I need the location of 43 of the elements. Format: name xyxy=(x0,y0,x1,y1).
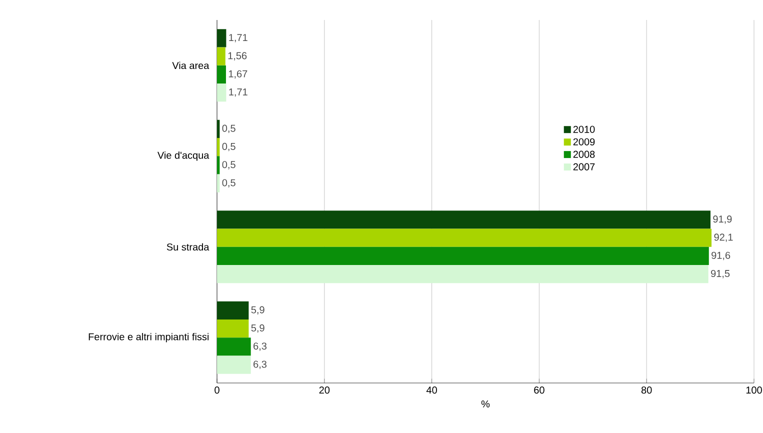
x-axis-title: % xyxy=(481,400,490,408)
data-label: 91,9 xyxy=(713,216,732,224)
data-label: 91,5 xyxy=(711,270,730,278)
data-label: 6,3 xyxy=(254,342,267,351)
legend-label: 2007 xyxy=(573,163,595,170)
x-tick-label: 80 xyxy=(641,386,652,394)
x-tick-label: 60 xyxy=(534,386,544,394)
data-label: 1,67 xyxy=(228,70,248,79)
legend-label: 2009 xyxy=(573,138,595,146)
y-tick-label: Via area xyxy=(172,62,210,70)
legend-label: 2010 xyxy=(573,126,595,133)
x-tick-label: 100 xyxy=(746,386,762,394)
y-tick-label: Su strada xyxy=(166,243,210,251)
bar xyxy=(217,84,226,102)
bar xyxy=(217,228,712,247)
data-label: 6,3 xyxy=(254,360,267,369)
bar xyxy=(217,210,710,229)
data-label: 5,9 xyxy=(251,306,264,315)
bar xyxy=(217,301,249,320)
bar xyxy=(217,356,251,374)
data-label: 92,1 xyxy=(714,234,733,242)
y-tick-label: Vie d'acqua xyxy=(157,151,210,161)
data-label: 1,71 xyxy=(229,34,248,42)
legend-label: 2008 xyxy=(573,150,595,158)
data-label: 5,9 xyxy=(251,324,264,333)
bar xyxy=(217,65,226,84)
data-label: 0,5 xyxy=(222,142,236,152)
x-tick-label: 40 xyxy=(426,386,437,394)
bar xyxy=(217,47,226,66)
x-tick-label: 0 xyxy=(214,386,220,394)
bar xyxy=(217,265,708,284)
bar xyxy=(217,319,249,338)
data-label: 0,5 xyxy=(222,161,236,170)
bar xyxy=(217,29,226,48)
data-label: 0,5 xyxy=(222,179,236,188)
data-label: 91,6 xyxy=(712,252,730,260)
bar xyxy=(217,338,251,356)
data-label: 1,71 xyxy=(229,88,248,97)
data-label: 1,56 xyxy=(228,52,247,60)
data-label: 0,5 xyxy=(222,124,236,134)
y-tick-label: Ferrovie e altri impianti fissi xyxy=(88,332,209,342)
x-tick-label: 20 xyxy=(319,386,330,394)
bar xyxy=(217,246,709,266)
